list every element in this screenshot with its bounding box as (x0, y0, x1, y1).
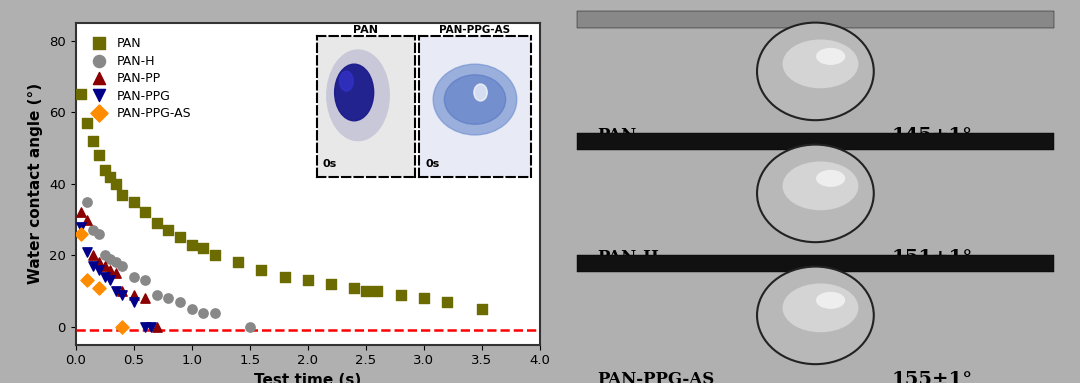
PAN-PPG (125, 299, 143, 305)
Ellipse shape (757, 23, 874, 120)
PAN (113, 192, 131, 198)
PAN (299, 277, 316, 283)
PAN (125, 199, 143, 205)
Text: PAN-H: PAN-H (597, 249, 659, 266)
Ellipse shape (816, 48, 846, 65)
PAN (438, 299, 456, 305)
PAN-H (160, 295, 177, 301)
PAN (183, 242, 201, 248)
PAN (253, 267, 270, 273)
PAN (357, 288, 375, 294)
PAN-PP (108, 270, 125, 276)
PAN-PPG (108, 288, 125, 294)
PAN (172, 234, 189, 241)
PAN (276, 274, 294, 280)
PAN-PPG-AS (79, 277, 96, 283)
Ellipse shape (783, 283, 859, 332)
X-axis label: Test time (s): Test time (s) (254, 373, 362, 383)
PAN-H (241, 324, 258, 330)
PAN (194, 245, 212, 251)
PAN (102, 173, 119, 180)
PAN (148, 220, 165, 226)
PAN (369, 288, 387, 294)
PAN-PPG (143, 324, 160, 330)
PAN (79, 120, 96, 126)
PAN (392, 291, 409, 298)
PAN-PP (148, 324, 165, 330)
PAN-H (84, 227, 102, 233)
PAN (72, 92, 90, 98)
PAN (229, 259, 246, 265)
PAN (136, 210, 154, 216)
PAN (206, 252, 224, 259)
Bar (577, 11, 1054, 28)
PAN-H (206, 309, 224, 316)
PAN (96, 167, 113, 173)
PAN-H (79, 199, 96, 205)
Ellipse shape (816, 170, 846, 187)
PAN (108, 181, 125, 187)
PAN (84, 138, 102, 144)
PAN-H (96, 252, 113, 259)
Text: 145±1°: 145±1° (892, 127, 972, 145)
PAN-H (91, 231, 108, 237)
PAN-H (194, 309, 212, 316)
Ellipse shape (783, 39, 859, 88)
PAN-PP (125, 291, 143, 298)
PAN-PPG-AS (72, 231, 90, 237)
PAN (415, 295, 432, 301)
PAN-PPG (102, 277, 119, 283)
Text: 155±1°: 155±1° (892, 371, 973, 383)
PAN-PP (91, 259, 108, 265)
PAN-H (136, 277, 154, 283)
PAN (160, 227, 177, 233)
Ellipse shape (757, 267, 874, 364)
PAN (346, 285, 363, 291)
Bar (577, 133, 1054, 150)
Text: PAN: PAN (597, 127, 636, 144)
Text: PAN-PPG-AS: PAN-PPG-AS (597, 371, 714, 383)
PAN-H (108, 259, 125, 265)
PAN (91, 152, 108, 158)
PAN-PPG (136, 324, 154, 330)
Text: 151±1°: 151±1° (892, 249, 973, 267)
PAN-PP (96, 263, 113, 269)
PAN-PP (84, 252, 102, 259)
PAN-PP (72, 210, 90, 216)
PAN-PPG (113, 291, 131, 298)
PAN-H (102, 256, 119, 262)
PAN-H (125, 274, 143, 280)
Ellipse shape (783, 162, 859, 210)
PAN-PPG-AS (113, 324, 131, 330)
Ellipse shape (816, 292, 846, 309)
PAN-PPG (84, 263, 102, 269)
Bar (577, 255, 1054, 272)
PAN (323, 281, 340, 287)
Y-axis label: Water contact angle (°): Water contact angle (°) (28, 83, 43, 285)
PAN-PP (136, 295, 154, 301)
PAN-H (148, 291, 165, 298)
PAN (473, 306, 490, 312)
PAN-PP (79, 216, 96, 223)
PAN-H (172, 299, 189, 305)
PAN-PPG (96, 274, 113, 280)
PAN-H (113, 263, 131, 269)
PAN-PPG (91, 267, 108, 273)
PAN-PP (102, 267, 119, 273)
PAN-PPG (79, 249, 96, 255)
Ellipse shape (757, 144, 874, 242)
PAN-PPG (72, 224, 90, 230)
PAN-PPG-AS (91, 285, 108, 291)
PAN-H (183, 306, 201, 312)
Legend: PAN, PAN-H, PAN-PP, PAN-PPG, PAN-PPG-AS: PAN, PAN-H, PAN-PP, PAN-PPG, PAN-PPG-AS (86, 33, 197, 125)
PAN-PP (113, 288, 131, 294)
